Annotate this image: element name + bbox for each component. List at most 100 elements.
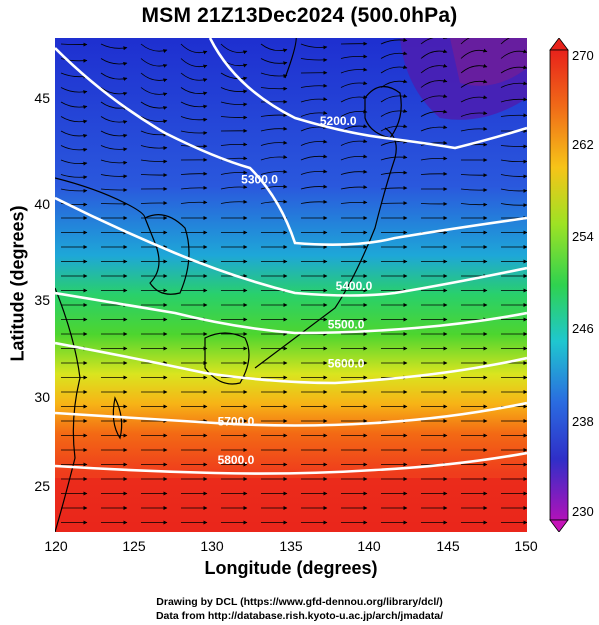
streamline-arrow xyxy=(220,72,248,81)
y-axis-label: Latitude (degrees) xyxy=(7,205,28,362)
streamline-arrow xyxy=(260,184,288,190)
china-coastline-north xyxy=(54,177,146,219)
streamline-arrow xyxy=(460,95,488,103)
streamline-arrow xyxy=(300,184,328,190)
streamline-arrow xyxy=(180,116,208,122)
streamline-arrow xyxy=(300,97,328,103)
hokkaido-coastline xyxy=(364,86,402,139)
streamline-arrow xyxy=(380,185,408,190)
warm-band-shading xyxy=(55,478,527,532)
y-tick-label: 40 xyxy=(34,196,50,212)
streamline-arrow xyxy=(340,139,368,146)
contour-label: 5600.0 xyxy=(328,356,365,370)
streamline-arrow xyxy=(180,185,208,190)
streamline-arrow xyxy=(380,170,408,175)
streamline-arrow xyxy=(180,171,208,176)
streamline-arrow xyxy=(300,110,328,117)
streamline-arrow xyxy=(300,57,328,62)
streamline-arrow xyxy=(500,97,528,103)
streamline-arrow xyxy=(100,72,128,81)
streamline-arrow xyxy=(220,43,248,55)
contour-label: 5300.0 xyxy=(241,172,278,186)
colorbar-tick: 262 xyxy=(572,137,594,152)
streamline-arrow xyxy=(180,72,208,83)
contour-label: 5200.0 xyxy=(320,114,357,128)
streamline-arrow xyxy=(140,130,168,137)
streamline-arrow xyxy=(220,142,248,147)
map-plot: 5200.0 5300.0 5400.0 5500.0 5600.0 5700.0 5800… xyxy=(54,32,528,533)
streamline-arrow xyxy=(260,126,288,132)
streamline-arrow xyxy=(420,63,448,74)
streamline-arrow xyxy=(340,154,368,161)
streamline-arrow xyxy=(300,83,328,88)
x-tick-label: 150 xyxy=(514,538,538,554)
streamline-arrow xyxy=(180,87,208,96)
streamline-arrow xyxy=(420,78,448,88)
streamline-arrow xyxy=(60,130,88,138)
streamline-arrow xyxy=(380,38,408,45)
streamline-arrow xyxy=(100,87,128,96)
streamline-arrow xyxy=(60,87,88,95)
contour-label: 5700.0 xyxy=(218,414,255,428)
contour-5300 xyxy=(54,47,528,246)
streamline-arrow xyxy=(500,203,528,208)
streamline-arrow xyxy=(260,140,288,146)
streamline-arrow xyxy=(60,145,88,152)
streamline-arrow xyxy=(60,101,88,109)
streamline-arrow xyxy=(500,49,528,59)
streamline-arrow xyxy=(260,199,288,204)
streamline-arrow xyxy=(380,139,408,146)
contour-5600 xyxy=(54,341,528,385)
streamline-arrow xyxy=(60,42,88,47)
streamline-arrow xyxy=(220,185,248,190)
streamline-arrow xyxy=(300,43,328,50)
x-tick-label: 120 xyxy=(44,538,68,554)
x-tick-label: 145 xyxy=(436,538,460,554)
streamline-arrow xyxy=(420,35,448,45)
taiwan-coastline xyxy=(112,396,123,440)
streamline-arrow xyxy=(100,43,128,51)
streamline-arrow xyxy=(100,159,128,165)
streamline-arrow xyxy=(180,200,208,205)
streamline-arrow xyxy=(380,94,408,103)
streamline-arrow xyxy=(460,63,488,74)
colorbar-tick: 230 xyxy=(572,504,594,519)
streamline-arrow xyxy=(140,58,168,68)
streamline-arrow xyxy=(260,169,288,175)
streamline-arrow xyxy=(260,58,288,66)
map-panel: 5200.0 5300.0 5400.0 5500.0 5600.0 5700.0 5800… xyxy=(54,32,528,533)
kyushu-coastline xyxy=(204,332,250,385)
streamline-arrow xyxy=(60,202,88,207)
credit-drawing: Drawing by DCL (https://www.gfd-dennou.o… xyxy=(156,596,443,608)
streamline-arrow xyxy=(100,58,128,66)
streamline-arrow xyxy=(420,156,448,161)
streamline-arrow xyxy=(140,116,168,124)
korea-coastline xyxy=(144,214,190,295)
streamline-arrow xyxy=(380,109,408,117)
streamline-arrow xyxy=(220,170,248,175)
streamline-arrow xyxy=(140,72,168,83)
x-tick-label: 130 xyxy=(200,538,224,554)
streamline-arrow xyxy=(100,116,128,124)
colorbar xyxy=(549,38,569,532)
x-axis-label: Longitude (degrees) xyxy=(204,558,378,578)
streamline-arrow xyxy=(140,173,168,178)
streamline-arrow xyxy=(460,188,488,193)
colorbar-gradient xyxy=(549,49,569,521)
streamline-arrow xyxy=(420,125,448,132)
streamlines xyxy=(60,33,528,525)
streamline-arrow xyxy=(300,199,328,204)
streamline-arrow xyxy=(420,94,448,103)
streamline-arrow xyxy=(220,199,248,204)
streamline-arrow xyxy=(60,159,88,166)
streamline-arrow xyxy=(420,171,448,176)
streamline-arrow xyxy=(100,145,128,152)
colorbar-max-arrow xyxy=(549,38,569,51)
colorbar-tick: 246 xyxy=(572,321,594,336)
streamline-arrow xyxy=(380,51,408,59)
colorbar-tick: 270 xyxy=(572,48,594,63)
streamline-arrow xyxy=(460,126,488,132)
streamline-arrow xyxy=(340,54,368,59)
streamline-arrow xyxy=(140,145,168,151)
x-tick-label: 135 xyxy=(279,538,303,554)
